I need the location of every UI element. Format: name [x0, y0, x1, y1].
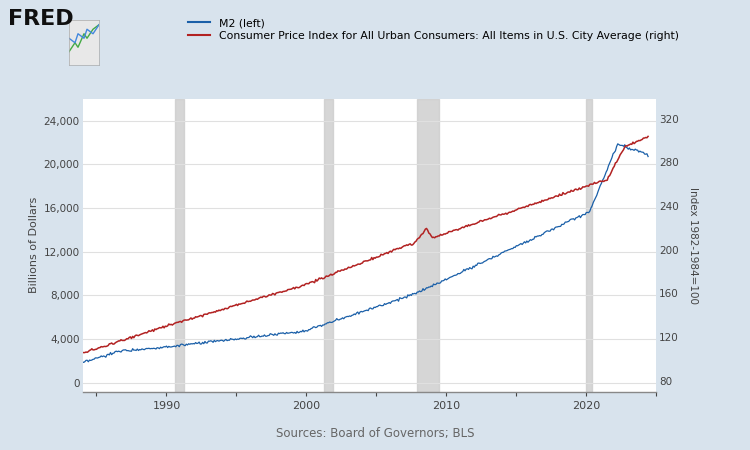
Y-axis label: Billions of Dollars: Billions of Dollars [29, 197, 40, 293]
Bar [417, 99, 440, 392]
Bar [586, 99, 592, 392]
Legend: M2 (left), Consumer Price Index for All Urban Consumers: All Items in U.S. City : M2 (left), Consumer Price Index for All … [188, 18, 679, 41]
Text: Sources: Board of Governors; BLS: Sources: Board of Governors; BLS [276, 427, 474, 440]
Text: FRED: FRED [8, 9, 74, 29]
Bar [324, 99, 333, 392]
Bar [175, 99, 184, 392]
Y-axis label: Index 1982-1984=100: Index 1982-1984=100 [688, 187, 698, 304]
